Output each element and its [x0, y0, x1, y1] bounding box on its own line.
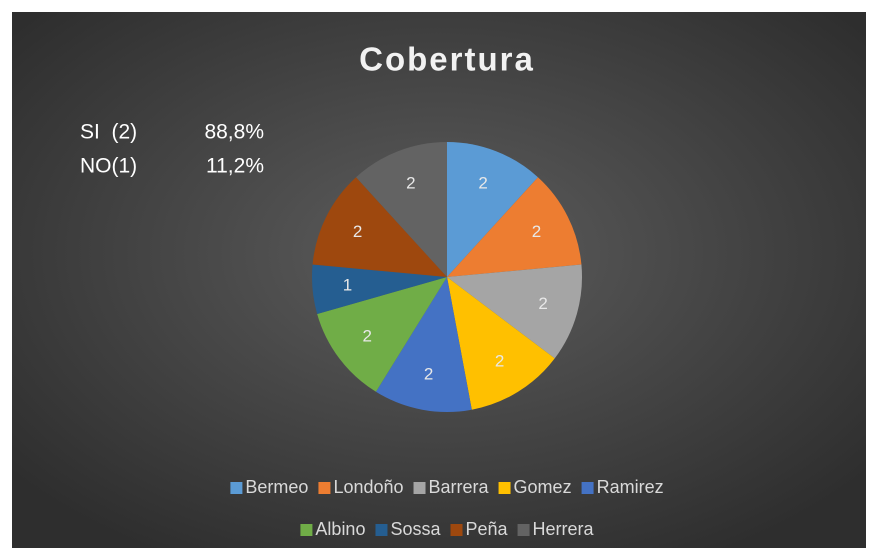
legend-label: Sossa [390, 519, 441, 539]
legend-swatch [300, 524, 313, 536]
pie-slice [447, 277, 555, 410]
data-label: 2 [406, 173, 415, 192]
legend-swatch [581, 482, 594, 494]
data-label: 2 [532, 222, 541, 241]
legend-swatch [413, 482, 426, 494]
annotation-label: SI (2) [80, 121, 137, 144]
legend-swatch [318, 482, 331, 494]
pie-slice [447, 142, 538, 277]
legend-label: Bermeo [245, 477, 308, 497]
chart-title: Cobertura [359, 41, 535, 78]
annotation-value: 11,2% [206, 155, 264, 178]
pie-slice [317, 277, 447, 392]
legend-swatch [230, 482, 243, 494]
pie-slice [356, 142, 447, 277]
pie-slice [447, 177, 582, 277]
data-label: 2 [538, 294, 547, 313]
legend-label: Ramirez [597, 477, 664, 497]
legend-swatch [517, 524, 530, 536]
pie-slice [312, 264, 447, 314]
pie-slice [447, 264, 582, 359]
data-label: 2 [424, 365, 433, 384]
pie-slice [375, 277, 472, 412]
legend-label: Peña [466, 519, 509, 539]
pie-slice [312, 177, 447, 277]
data-label: 2 [353, 222, 362, 241]
data-label: 2 [478, 173, 487, 192]
legend-label: Barrera [429, 477, 490, 497]
data-label: 2 [495, 351, 504, 370]
data-label: 1 [343, 276, 352, 295]
legend-label: Albino [315, 519, 365, 539]
legend-swatch [375, 524, 388, 536]
legend-label: Gomez [514, 477, 572, 497]
annotation-value: 88,8% [204, 121, 264, 144]
legend-swatch [450, 524, 463, 536]
legend-label: Londoño [333, 477, 403, 497]
data-label: 2 [363, 327, 372, 346]
legend-label: Herrera [533, 519, 595, 539]
legend-swatch [498, 482, 511, 494]
annotation-label: NO(1) [80, 155, 137, 178]
